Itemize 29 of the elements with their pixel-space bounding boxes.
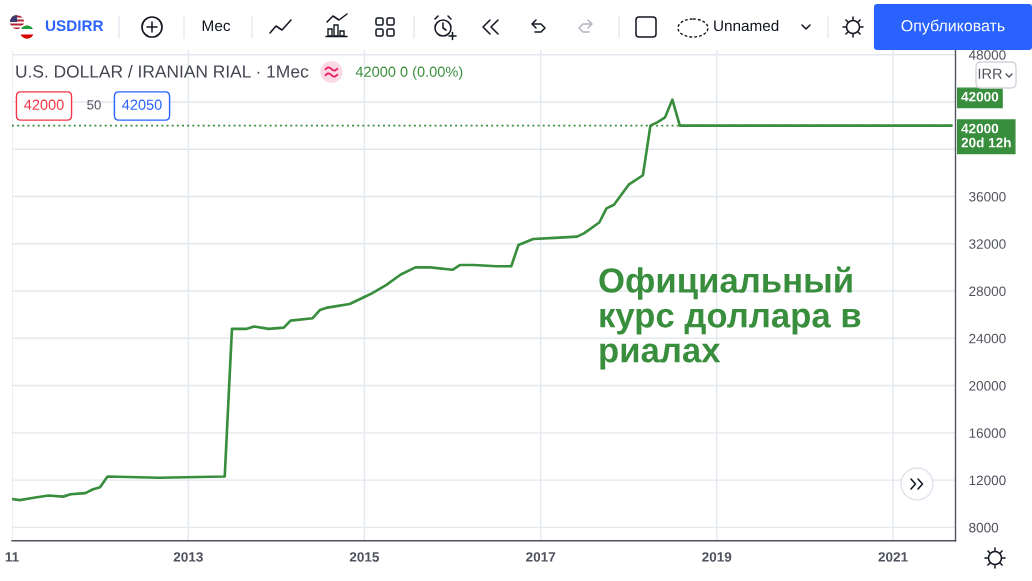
y-tick-label: 16000 <box>969 428 1006 438</box>
x-tick-label: 2013 <box>173 552 203 562</box>
annotation: 42000 <box>24 99 64 110</box>
ref-line-label: 42000 20d 12h <box>961 123 1011 148</box>
y-tick-label: 12000 <box>969 475 1006 486</box>
text: Опубликовать <box>901 19 1005 35</box>
y-tick-label: 28000 <box>969 286 1006 297</box>
y-tick-label: 48000 <box>968 50 1006 60</box>
x-tick-label: 2017 <box>526 552 556 562</box>
data-label: 42000 <box>961 91 999 102</box>
x-tick-label: 2019 <box>702 552 732 562</box>
line-series <box>12 98 953 502</box>
text: IRR <box>978 68 1002 79</box>
annotation: 42050 <box>122 99 162 110</box>
x-tick-label: 2015 <box>349 552 380 562</box>
text: 42000 0 (0.00%) <box>355 66 463 80</box>
text: USDIRR <box>45 20 104 32</box>
y-tick-label: 36000 <box>969 191 1006 202</box>
y-tick-label: 32000 <box>969 239 1006 249</box>
text: U.S. DOLLAR / IRANIAN RIAL · 1Мес <box>16 64 309 78</box>
annotation: Официальный курс доллара в риалах <box>599 266 861 370</box>
y-tick-label: 20000 <box>969 381 1006 391</box>
text: Мес <box>202 20 231 32</box>
x-tick-label: 2021 <box>878 552 908 562</box>
text: Unnamed <box>714 19 779 32</box>
x-tick-label: 11 <box>5 552 19 562</box>
y-tick-label: 24000 <box>969 333 1006 344</box>
annotation: 50 <box>87 100 101 110</box>
y-tick-label: 8000 <box>969 522 999 533</box>
